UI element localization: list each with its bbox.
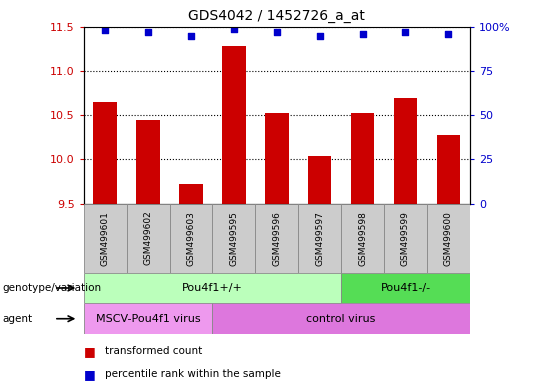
Bar [308,156,332,204]
Text: ■: ■ [84,345,96,358]
Title: GDS4042 / 1452726_a_at: GDS4042 / 1452726_a_at [188,9,365,23]
Bar [84,204,126,273]
Text: GSM499601: GSM499601 [100,211,110,265]
Text: agent: agent [3,314,33,324]
Text: percentile rank within the sample: percentile rank within the sample [105,369,281,379]
Text: GSM499603: GSM499603 [186,211,195,265]
Point [101,27,110,33]
Text: GSM499595: GSM499595 [230,211,238,265]
Bar [255,204,298,273]
Point [273,29,281,35]
Bar [84,273,341,303]
Bar [341,273,470,303]
Bar [427,204,470,273]
Text: genotype/variation: genotype/variation [3,283,102,293]
Bar [93,102,117,204]
Text: Pou4f1+/+: Pou4f1+/+ [182,283,243,293]
Bar [394,98,417,204]
Text: Pou4f1-/-: Pou4f1-/- [380,283,430,293]
Text: GSM499602: GSM499602 [144,211,153,265]
Text: GSM499600: GSM499600 [444,211,453,265]
Text: control virus: control virus [306,314,376,324]
Bar [84,303,212,334]
Point [187,33,195,39]
Bar [265,113,288,204]
Bar [298,204,341,273]
Bar [126,204,170,273]
Point [315,33,324,39]
Text: transformed count: transformed count [105,346,202,356]
Point [401,29,410,35]
Bar [436,135,460,204]
Text: ■: ■ [84,368,96,381]
Text: GSM499598: GSM499598 [358,211,367,265]
Text: GSM499597: GSM499597 [315,211,324,265]
Point [444,31,453,37]
Bar [212,303,470,334]
Bar [222,46,246,204]
Point [144,29,152,35]
Text: GSM499596: GSM499596 [272,211,281,265]
Bar [341,204,384,273]
Bar [170,204,212,273]
Text: MSCV-Pou4f1 virus: MSCV-Pou4f1 virus [96,314,200,324]
Bar [351,113,374,204]
Point [358,31,367,37]
Bar [212,204,255,273]
Bar [179,184,202,204]
Bar [136,120,160,204]
Text: GSM499599: GSM499599 [401,211,410,265]
Point [230,26,238,32]
Bar [384,204,427,273]
